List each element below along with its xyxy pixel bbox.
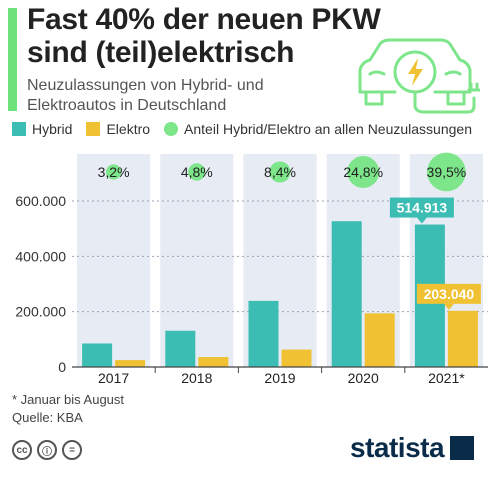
y-tick-label: 200.000: [15, 304, 66, 320]
source-note: Quelle: KBA: [12, 410, 83, 425]
share-label-2021*: 39,5%: [427, 164, 467, 180]
data-label-elektro-2021-box: [416, 283, 481, 304]
x-tick-label: 2021*: [428, 370, 465, 386]
y-tick-label: 0: [58, 359, 66, 375]
legend-label-share: Anteil Hybrid/Elektro an allen Neuzulass…: [184, 121, 472, 137]
data-labels: 514.913 203.040: [389, 197, 481, 310]
legend-label-elektro: Elektro: [106, 121, 151, 137]
legend-swatch-hybrid: [12, 122, 26, 136]
x-tick-label: 2019: [264, 370, 295, 386]
chart-subtitle: Neuzulassungen von Hybrid- und Elektroau…: [27, 76, 264, 116]
footnote: * Januar bis August Quelle: KBA: [12, 391, 124, 427]
legend-item-hybrid: Hybrid: [12, 121, 72, 137]
brand-name: statista: [350, 432, 445, 463]
statista-mark-icon: [450, 436, 475, 460]
data-label-elektro-2021: 203.040: [424, 286, 475, 302]
share-dot-2017: [105, 164, 122, 180]
column-bg-2017: [77, 154, 151, 367]
share-dot-2021*: [427, 152, 466, 192]
data-label-hybrid-2021-box: [389, 197, 454, 218]
share-dot-2020: [347, 156, 380, 188]
bar-elektro-2017: [115, 360, 146, 367]
share-label-2019: 8,4%: [264, 164, 296, 180]
chart-title: Fast 40% der neuen PKW sind (teil)elektr…: [27, 3, 381, 69]
footnote-line-1: * Januar bis August: [12, 392, 125, 407]
electric-car-icon: [358, 38, 480, 114]
share-dot-2018: [188, 163, 206, 181]
x-tick-label: 2020: [348, 370, 379, 386]
bar-hybrid-2017: [82, 343, 113, 367]
x-tick-label: 2018: [181, 370, 212, 386]
legend-swatch-elektro: [86, 122, 101, 136]
legend-item-share: Anteil Hybrid/Elektro an allen Neuzulass…: [164, 121, 472, 137]
brand-logo: statista: [350, 432, 475, 464]
subtitle-line-1: Neuzulassungen von Hybrid- und: [27, 77, 264, 94]
bar-elektro-2020: [364, 313, 395, 367]
share-dot-2019: [269, 161, 291, 183]
data-label-elektro-2021-pointer: [443, 303, 454, 310]
share-markers: 3,2% 4,8% 8,4% 24,8% 39,5%: [98, 152, 467, 192]
data-label-hybrid-2021-pointer: [416, 217, 427, 224]
no-derivatives-icon: =: [62, 440, 82, 460]
axes: 0 200.000 400.000 600.000 2017 2018 2019 2020 20…: [15, 193, 488, 386]
bar-hybrid-2018: [165, 330, 196, 367]
bar-hybrid-2020: [331, 221, 362, 367]
share-label-2017: 3,2%: [98, 164, 130, 180]
bar-elektro-2019: [281, 349, 312, 367]
attribution-icon: ⓘ: [37, 440, 57, 460]
subtitle-line-2: Elektroautos in Deutschland: [27, 97, 227, 114]
share-label-2020: 24,8%: [343, 164, 383, 180]
share-label-2018: 4,8%: [181, 164, 213, 180]
lightning-icon: [408, 58, 423, 86]
data-label-hybrid-2021: 514.913: [397, 200, 448, 216]
title-line-2: sind (teil)elektrisch: [27, 36, 295, 69]
bar-elektro-2021*: [447, 310, 478, 367]
legend-item-elektro: Elektro: [86, 121, 150, 137]
license-icons: cc ⓘ =: [12, 440, 87, 460]
x-tick-label: 2017: [98, 370, 129, 386]
bar-chart: 3,2% 4,8% 8,4% 24,8% 39,5% 514.913 203.040 0 2…: [15, 152, 488, 386]
title-line-1: Fast 40% der neuen PKW: [27, 3, 381, 36]
bar-hybrid-2019: [248, 300, 279, 367]
bar-elektro-2018: [198, 357, 229, 367]
cc-icon: cc: [12, 440, 32, 460]
legend-swatch-share: [164, 122, 179, 136]
legend: Hybrid Elektro Anteil Hybrid/Elektro an …: [12, 121, 486, 137]
accent-bar: [8, 8, 17, 111]
y-tick-label: 600.000: [15, 193, 66, 209]
y-tick-label: 400.000: [15, 248, 66, 264]
legend-label-hybrid: Hybrid: [32, 121, 73, 137]
